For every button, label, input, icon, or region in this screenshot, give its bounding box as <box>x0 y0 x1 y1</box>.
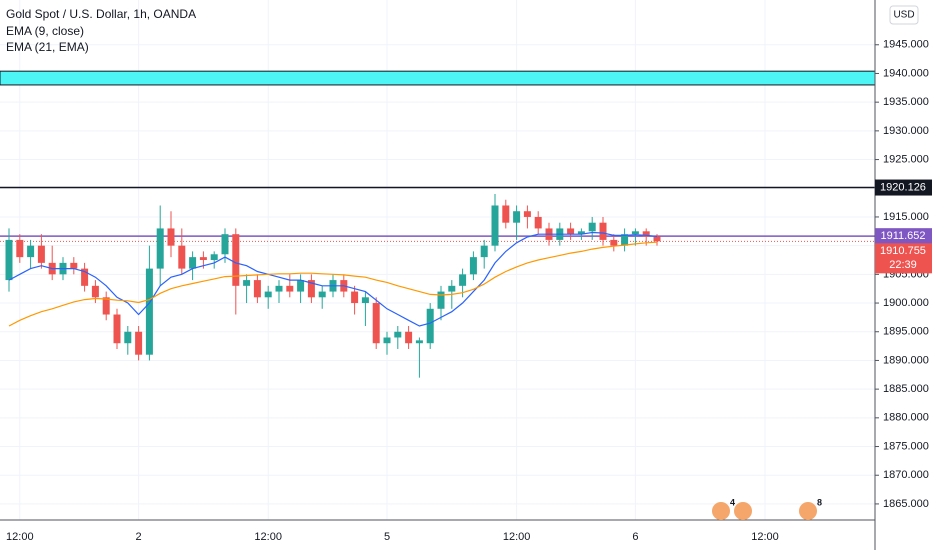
event-badges: 4 8 <box>712 497 822 520</box>
y-tick-label: 1885.000 <box>883 383 929 395</box>
countdown-label: 22:39 <box>889 259 917 271</box>
legend-entry: EMA (21, EMA) <box>6 40 89 54</box>
candle-body <box>210 254 218 260</box>
candle-body <box>5 239 13 281</box>
candle-body <box>27 245 35 258</box>
event-icon[interactable] <box>734 502 752 520</box>
candle-body <box>156 228 164 269</box>
candle-body <box>567 228 575 235</box>
candle-body <box>480 245 488 258</box>
candle-body <box>523 211 531 217</box>
event-count: 8 <box>817 497 822 507</box>
candle-body <box>621 234 629 246</box>
zone <box>0 70 876 86</box>
y-tick-label: 1900.000 <box>883 297 929 309</box>
candle-body <box>361 297 369 304</box>
x-tick-label: 12:00 <box>6 531 34 543</box>
y-tick-label: 1870.000 <box>883 469 929 481</box>
y-tick-label: 1935.000 <box>883 96 929 108</box>
candle-body <box>448 285 456 292</box>
candle-body <box>642 231 650 237</box>
chart-title: Gold Spot / U.S. Dollar, 1h, OANDA <box>6 7 196 21</box>
currency-label[interactable]: USD <box>893 10 914 21</box>
candle-body <box>534 216 542 229</box>
event-icon[interactable] <box>712 502 730 520</box>
candle-body <box>178 245 186 269</box>
y-tick-label: 1875.000 <box>883 440 929 452</box>
candle-body <box>297 280 305 292</box>
y-tick-label: 1930.000 <box>883 125 929 137</box>
y-tick-label: 1890.000 <box>883 354 929 366</box>
y-tick-label: 1940.000 <box>883 67 929 79</box>
candle-body <box>167 228 175 246</box>
candle-body <box>577 231 585 235</box>
candle-body <box>469 257 477 275</box>
x-tick-label: 6 <box>632 531 638 543</box>
level-label: 1911.652 <box>880 230 925 242</box>
candle-body <box>16 239 24 258</box>
candle-body <box>307 280 315 298</box>
candle-body <box>243 280 251 286</box>
candle-body <box>145 268 153 355</box>
candle-body <box>91 285 99 298</box>
candle-body <box>513 211 521 223</box>
candle-body <box>275 285 283 292</box>
candle-body <box>459 274 467 286</box>
candle-body <box>135 331 143 355</box>
candle-body <box>286 285 294 292</box>
candle-body <box>372 303 380 344</box>
candle-body <box>102 297 110 315</box>
level-tag <box>875 179 932 196</box>
x-tick-label: 12:00 <box>503 531 531 543</box>
candle-body <box>221 234 229 255</box>
candle-body <box>631 231 639 235</box>
candle-body <box>232 234 240 286</box>
last-price-label: 1910.755 <box>880 245 926 257</box>
y-tick-label: 1945.000 <box>883 39 929 51</box>
candle-body <box>394 331 402 338</box>
candle-body <box>653 236 661 242</box>
x-tick-label: 2 <box>136 531 142 543</box>
currency-button[interactable] <box>889 5 919 25</box>
candle-body <box>124 331 132 344</box>
candle-body <box>318 291 326 298</box>
candle-body <box>37 245 45 263</box>
ema-line <box>8 241 658 327</box>
level-tag <box>875 228 932 245</box>
candle-body <box>264 291 272 298</box>
last-price-tag <box>875 243 932 274</box>
candle-body <box>70 262 78 269</box>
plot-area <box>0 0 876 520</box>
candle-body <box>415 340 423 344</box>
candle-body <box>253 280 261 298</box>
candle-body <box>437 291 445 309</box>
level-label: 1920.126 <box>880 181 926 193</box>
candle-body <box>351 291 359 304</box>
event-count: 4 <box>730 497 735 507</box>
ema-line <box>8 231 658 327</box>
event-icon[interactable] <box>799 502 817 520</box>
candle-body <box>502 205 510 223</box>
y-tick-label: 1925.000 <box>883 153 929 165</box>
candle-body <box>599 222 607 240</box>
x-tick-label: 12:00 <box>751 531 779 543</box>
candle-body <box>405 331 413 344</box>
candle-body <box>189 257 197 269</box>
candle-body <box>588 222 596 232</box>
y-tick-label: 1865.000 <box>883 498 929 510</box>
x-tick-label: 5 <box>384 531 390 543</box>
candle-body <box>383 337 391 344</box>
candle-body <box>491 205 499 246</box>
y-tick-label: 1880.000 <box>883 412 929 424</box>
candle-body <box>426 308 434 344</box>
y-tick-label: 1895.000 <box>883 326 929 338</box>
candle-body <box>113 314 121 344</box>
legend-entry: EMA (9, close) <box>6 24 84 38</box>
x-tick-label: 12:00 <box>254 531 282 543</box>
candle-body <box>199 257 207 260</box>
y-tick-label: 1915.000 <box>883 211 929 223</box>
candle-body <box>81 268 89 286</box>
candle-body <box>610 239 618 246</box>
